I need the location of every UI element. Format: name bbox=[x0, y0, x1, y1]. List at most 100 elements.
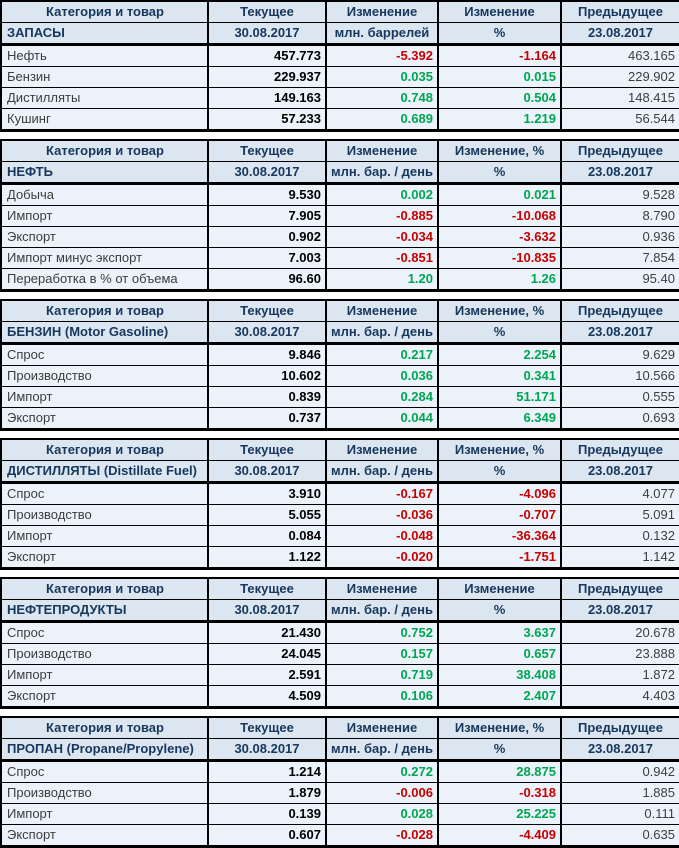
category-cell: Производство bbox=[1, 782, 208, 804]
column-header: Текущее bbox=[207, 717, 326, 739]
category-cell: Экспорт bbox=[1, 407, 208, 430]
change-pct-cell: -3.632 bbox=[437, 226, 561, 248]
change-pct-cell: 1.219 bbox=[437, 108, 561, 131]
category-cell: Спрос bbox=[1, 343, 208, 366]
change-pct-cell: 6.349 bbox=[437, 407, 561, 430]
units-header: % bbox=[437, 22, 561, 46]
table-row: Производство 24.045 0.157 0.657 23.888 bbox=[1, 643, 679, 665]
column-header: Текущее bbox=[207, 1, 326, 23]
units-header: % bbox=[437, 599, 561, 623]
current-value-cell: 0.737 bbox=[207, 407, 326, 430]
column-header: Текущее bbox=[207, 140, 326, 162]
column-header: Изменение, % bbox=[437, 300, 561, 322]
column-header: Текущее bbox=[207, 300, 326, 322]
previous-value-cell: 9.629 bbox=[560, 343, 679, 366]
category-cell: Спрос bbox=[1, 621, 208, 644]
change-value-cell: 0.272 bbox=[325, 760, 438, 783]
units-header: 30.08.2017 bbox=[207, 460, 326, 484]
section-header-row: НЕФТЕПРОДУКТЫ 30.08.2017 млн. бар. / день%… bbox=[1, 599, 679, 623]
change-pct-cell: 0.657 bbox=[437, 643, 561, 665]
units-header: 23.08.2017 bbox=[560, 738, 679, 762]
change-value-cell: -0.048 bbox=[325, 525, 438, 547]
units-header: 30.08.2017 bbox=[207, 321, 326, 345]
column-header-row: Категория и товар Текущее Изменение Изменен… bbox=[1, 717, 679, 739]
column-header: Предыдущее bbox=[560, 300, 679, 322]
table-propane: Категория и товар Текущее Изменение Изменен… bbox=[0, 716, 679, 848]
category-cell: Нефть bbox=[1, 44, 208, 67]
column-header-row: Категория и товар Текущее Изменение Изменен… bbox=[1, 300, 679, 322]
units-header: млн. баррелей bbox=[325, 22, 438, 46]
units-header: % bbox=[437, 161, 561, 185]
change-value-cell: 0.106 bbox=[325, 685, 438, 708]
column-header: Предыдущее bbox=[560, 439, 679, 461]
category-cell: Производство bbox=[1, 365, 208, 387]
current-value-cell: 3.910 bbox=[207, 482, 326, 505]
previous-value-cell: 56.544 bbox=[560, 108, 679, 131]
table-row: Импорт минус экспорт 7.003 -0.851 -10.835 7.… bbox=[1, 247, 679, 269]
category-cell: Импорт минус экспорт bbox=[1, 247, 208, 269]
change-pct-cell: 0.341 bbox=[437, 365, 561, 387]
current-value-cell: 1.879 bbox=[207, 782, 326, 804]
change-value-cell: -0.006 bbox=[325, 782, 438, 804]
section-header-row: ДИСТИЛЛЯТЫ (Distillate Fuel) 30.08.2017 мл… bbox=[1, 460, 679, 484]
change-value-cell: -0.851 bbox=[325, 247, 438, 269]
current-value-cell: 2.591 bbox=[207, 664, 326, 686]
units-header: 23.08.2017 bbox=[560, 460, 679, 484]
category-cell: Экспорт bbox=[1, 226, 208, 248]
table-row: Кушинг 57.233 0.689 1.219 56.544 bbox=[1, 108, 679, 131]
category-cell: Бензин bbox=[1, 66, 208, 88]
table-row: Бензин 229.937 0.035 0.015 229.902 bbox=[1, 66, 679, 88]
previous-value-cell: 1.142 bbox=[560, 546, 679, 569]
column-header: Категория и товар bbox=[1, 717, 208, 739]
current-value-cell: 0.084 bbox=[207, 525, 326, 547]
table-row: Нефть 457.773 -5.392 -1.164 463.165 bbox=[1, 44, 679, 67]
table-row: Переработка в % от объема 96.60 1.20 1.26 95… bbox=[1, 268, 679, 291]
table-row: Экспорт 1.122 -0.020 -1.751 1.142 bbox=[1, 546, 679, 569]
current-value-cell: 149.163 bbox=[207, 87, 326, 109]
category-cell: Экспорт bbox=[1, 824, 208, 847]
current-value-cell: 21.430 bbox=[207, 621, 326, 644]
column-header: Изменение bbox=[325, 140, 438, 162]
category-cell: Спрос bbox=[1, 482, 208, 505]
units-header: 30.08.2017 bbox=[207, 161, 326, 185]
category-cell: Импорт bbox=[1, 525, 208, 547]
current-value-cell: 24.045 bbox=[207, 643, 326, 665]
column-header: Изменение bbox=[325, 1, 438, 23]
section-header-row: ЗАПАСЫ 30.08.2017 млн. баррелей% 23.08.2017 bbox=[1, 22, 679, 46]
change-pct-cell: -4.096 bbox=[437, 482, 561, 505]
current-value-cell: 7.905 bbox=[207, 205, 326, 227]
current-value-cell: 9.846 bbox=[207, 343, 326, 366]
change-pct-cell: 28.875 bbox=[437, 760, 561, 783]
current-value-cell: 4.509 bbox=[207, 685, 326, 708]
table-row: Производство 1.879 -0.006 -0.318 1.885 bbox=[1, 782, 679, 804]
column-header: Категория и товар bbox=[1, 140, 208, 162]
section-header-row: НЕФТЬ 30.08.2017 млн. бар. / день% 23.08.20… bbox=[1, 161, 679, 185]
previous-value-cell: 0.132 bbox=[560, 525, 679, 547]
change-pct-cell: 2.407 bbox=[437, 685, 561, 708]
table-row: Дистилляты 149.163 0.748 0.504 148.415 bbox=[1, 87, 679, 109]
column-header: Изменение, % bbox=[437, 439, 561, 461]
previous-value-cell: 8.790 bbox=[560, 205, 679, 227]
change-pct-cell: -10.068 bbox=[437, 205, 561, 227]
change-pct-cell: 3.637 bbox=[437, 621, 561, 644]
units-header: 30.08.2017 bbox=[207, 599, 326, 623]
category-cell: Импорт bbox=[1, 664, 208, 686]
change-pct-cell: 25.225 bbox=[437, 803, 561, 825]
column-header: Категория и товар bbox=[1, 578, 208, 600]
change-value-cell: -0.885 bbox=[325, 205, 438, 227]
previous-value-cell: 0.555 bbox=[560, 386, 679, 408]
category-cell: Экспорт bbox=[1, 685, 208, 708]
column-header: Предыдущее bbox=[560, 140, 679, 162]
change-value-cell: 0.748 bbox=[325, 87, 438, 109]
change-value-cell: 0.035 bbox=[325, 66, 438, 88]
column-header: Изменение bbox=[325, 717, 438, 739]
column-header: Изменение, % bbox=[437, 717, 561, 739]
current-value-cell: 5.055 bbox=[207, 504, 326, 526]
table-crude-oil: Категория и товар Текущее Изменение Изменен… bbox=[0, 139, 679, 292]
column-header-row: Категория и товар Текущее Изменение Изменен… bbox=[1, 1, 679, 23]
change-pct-cell: -4.409 bbox=[437, 824, 561, 847]
previous-value-cell: 7.854 bbox=[560, 247, 679, 269]
units-header: 30.08.2017 bbox=[207, 22, 326, 46]
current-value-cell: 7.003 bbox=[207, 247, 326, 269]
